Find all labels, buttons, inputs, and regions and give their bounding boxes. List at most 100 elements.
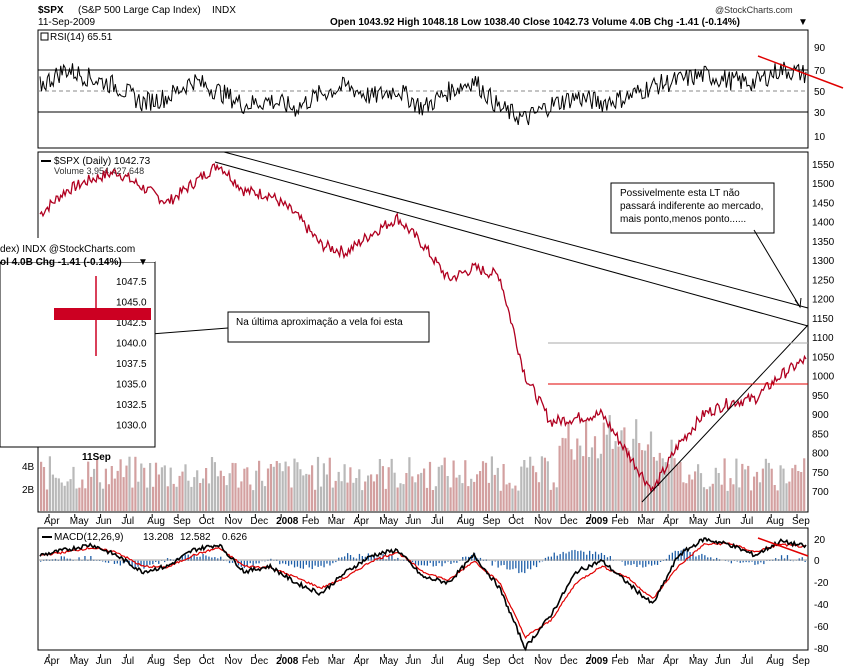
macd-histogram-bar (692, 552, 694, 561)
macd-histogram-bar (140, 560, 142, 566)
macd-histogram-bar (494, 560, 496, 562)
volume-bar (570, 449, 573, 511)
macd-histogram-bar (456, 560, 458, 563)
volume-bar (243, 468, 246, 511)
volume-bar (225, 485, 228, 511)
volume-bar (272, 466, 275, 511)
volume-bar (676, 464, 679, 511)
macd-histogram-bar (662, 560, 665, 561)
volume-bar (378, 459, 381, 511)
price-tick-label: 1300 (812, 256, 835, 267)
volume-bar (202, 478, 205, 511)
price-tick-label: 950 (812, 391, 829, 402)
volume-bar (364, 481, 367, 511)
volume-bar (57, 478, 60, 511)
volume-bar (48, 456, 51, 511)
x-axis-label: May (379, 516, 398, 527)
annotation-left-text: Na última aproximação a vela foi esta (236, 317, 403, 328)
x-axis-label: Mar (328, 656, 346, 667)
x-axis-label: Mar (637, 656, 655, 667)
exchange-label: INDX (212, 5, 236, 16)
macd-histogram-bar (370, 554, 372, 561)
macd-histogram-bar (515, 560, 517, 569)
volume-bar (511, 488, 514, 511)
macd-histogram-bar (736, 560, 738, 562)
macd-histogram-bar (639, 560, 641, 565)
x-axis-label: Jul (121, 516, 134, 527)
volume-bar (458, 474, 461, 511)
volume-bar (564, 438, 567, 511)
macd-histogram-bar (373, 556, 375, 561)
macd-histogram-bar (775, 558, 777, 561)
price-tick-label: 1150 (812, 314, 834, 325)
volume-bar (346, 482, 349, 511)
volume-bar (87, 461, 90, 511)
volume-bar (776, 490, 779, 511)
volume-bar (125, 465, 128, 511)
macd-histogram-bar (739, 560, 741, 563)
volume-bar (729, 478, 732, 511)
macd-histogram-bar (119, 560, 121, 566)
volume-bar (255, 470, 258, 511)
volume-bar (617, 446, 620, 511)
macd-histogram-bar (804, 560, 806, 562)
ohlc-readout: Open 1043.92 High 1048.18 Low 1038.40 Cl… (330, 17, 740, 28)
volume-bar (240, 481, 243, 511)
volume-bar (632, 438, 635, 511)
volume-bar (322, 463, 325, 511)
macd-histogram-bar (695, 556, 697, 561)
price-legend: $SPX (Daily) 1042.73 (54, 156, 151, 167)
volume-bar (744, 469, 747, 511)
volume-bar (149, 463, 152, 511)
volume-bar (146, 487, 149, 511)
macd-histogram-bar (252, 560, 254, 566)
price-tick-label: 1000 (812, 372, 835, 383)
volume-bar (599, 453, 602, 511)
volume-bar (705, 489, 708, 511)
x-axis-label: Jul (740, 656, 753, 667)
macd-histogram-bar (527, 560, 529, 569)
macd-histogram-bar (530, 560, 532, 570)
volume-bar (588, 457, 591, 511)
macd-histogram-bar (432, 560, 434, 567)
macd-histogram-bar (698, 555, 700, 561)
volume-bar (576, 438, 579, 511)
macd-histogram-bar (181, 555, 183, 561)
volume-bar (764, 458, 767, 511)
macd-histogram-bar (642, 560, 644, 568)
x-axis-label: Aug (147, 656, 165, 667)
volume-bar (602, 422, 605, 511)
volume-bar (134, 456, 137, 511)
macd-histogram-bar (258, 560, 260, 564)
volume-bar (481, 461, 485, 511)
rsi-panel: RSI(14) 65.51 90 70 50 30 10 (37, 29, 844, 149)
volume-bar (620, 430, 623, 511)
price-tick-label: 1050 (812, 352, 835, 363)
macd-histogram-bar (208, 556, 210, 561)
volume-bar (137, 481, 140, 511)
volume-bar (502, 464, 505, 511)
volume-bar (549, 489, 552, 511)
chart-date: 11-Sep-2009 (38, 17, 96, 28)
macd-tick-label: -20 (814, 578, 829, 589)
volume-bar (723, 458, 726, 511)
volume-bar (797, 471, 800, 511)
volume-bar (688, 474, 691, 511)
macd-histogram-bar (459, 560, 461, 561)
macd-histogram-bar (364, 556, 366, 561)
volume-bar (169, 467, 172, 511)
volume-bar (461, 483, 464, 511)
macd-histogram-bar (211, 557, 213, 561)
volume-bar (390, 458, 393, 511)
volume-legend: Volume 3,954,427,648 (54, 166, 144, 176)
inset-candle-chart: dex) INDX @StockCharts.com ol 4.0B Chg -… (0, 238, 156, 463)
macd-histogram-bar (671, 552, 673, 561)
macd-histogram-bar (107, 560, 110, 563)
volume-bar (561, 437, 564, 511)
volume-bar (107, 484, 110, 511)
macd-histogram-bar (680, 550, 682, 561)
macd-histogram-bar (391, 555, 393, 561)
macd-histogram-bar (338, 557, 340, 561)
x-axis-label: Feb (302, 516, 320, 527)
macd-histogram-bar (686, 550, 688, 561)
